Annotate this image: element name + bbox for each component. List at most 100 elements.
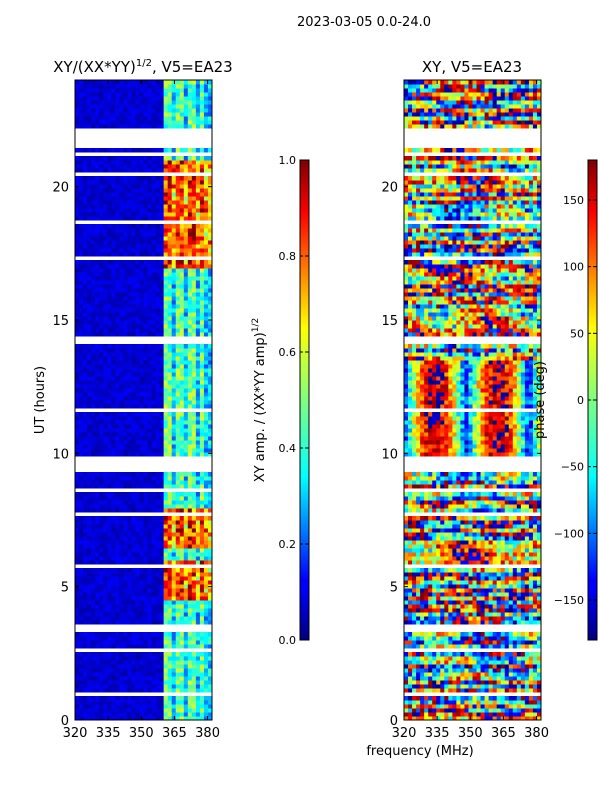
amplitude-heatmap-cell [195, 296, 201, 301]
amplitude-heatmap-cell [163, 432, 169, 437]
amplitude-heatmap-cell [155, 536, 161, 541]
amplitude-heatmap-cell [191, 284, 197, 289]
amplitude-heatmap-cell [175, 412, 181, 417]
amplitude-heatmap-cell [103, 528, 108, 533]
amplitude-heatmap-cell [119, 80, 124, 85]
amplitude-heatmap-cell [91, 660, 96, 665]
amplitude-heatmap-cell [195, 228, 201, 233]
phase-heatmap-cell [520, 712, 526, 717]
amplitude-heatmap-cell [191, 540, 197, 545]
amplitude-heatmap-cell [171, 536, 177, 541]
amplitude-heatmap-cell [183, 640, 189, 645]
amplitude-heatmap-cell [87, 668, 92, 673]
amplitude-heatmap-cell [203, 556, 209, 561]
amplitude-heatmap-cell [107, 276, 112, 281]
amplitude-heatmap-cell [143, 516, 149, 521]
amplitude-heatmap-cell [159, 400, 165, 405]
amplitude-heatmap-cell [75, 600, 80, 605]
amplitude-heatmap-cell [183, 548, 189, 553]
amplitude-heatmap-cell [95, 636, 100, 641]
amplitude-heatmap-cell [119, 452, 124, 457]
amplitude-heatmap-cell [155, 344, 161, 349]
amplitude-heatmap-cell [139, 524, 144, 529]
amplitude-heatmap-cell [155, 264, 161, 269]
amplitude-heatmap-cell [95, 568, 100, 573]
amplitude-heatmap-cell [79, 416, 84, 421]
amplitude-heatmap-cell [119, 652, 124, 657]
amplitude-heatmap-cell [75, 540, 80, 545]
amplitude-heatmap-cell [83, 296, 88, 301]
phase-heatmap-cell [484, 708, 490, 713]
phase-heatmap-cell [520, 716, 526, 721]
amplitude-heatmap-cell [99, 288, 104, 293]
amplitude-heatmap-cell [163, 412, 169, 417]
amplitude-heatmap-cell [135, 280, 140, 285]
amplitude-heatmap-cell [131, 168, 136, 173]
amplitude-heatmap-cell [147, 412, 153, 417]
amplitude-heatmap-cell [123, 680, 128, 685]
amplitude-heatmap-cell [175, 440, 181, 445]
amplitude-heatmap-cell [131, 264, 136, 269]
amplitude-heatmap-cell [195, 572, 201, 577]
amplitude-heatmap-cell [199, 616, 205, 621]
amplitude-heatmap-cell [83, 196, 88, 201]
amplitude-heatmap-cell [179, 608, 185, 613]
amplitude-heatmap-cell [79, 164, 84, 169]
amplitude-heatmap-cell [187, 300, 193, 305]
amplitude-heatmap-cell [163, 660, 169, 665]
phase-heatmap-cell [456, 700, 461, 705]
amplitude-heatmap-cell [207, 148, 213, 153]
amplitude-heatmap-cell [195, 528, 201, 533]
amplitude-heatmap-cell [195, 516, 201, 521]
amplitude-heatmap-cell [143, 380, 149, 385]
phase-heatmap-cell [532, 684, 538, 689]
amplitude-heatmap-cell [119, 244, 124, 249]
amplitude-heatmap-cell [111, 656, 116, 661]
amplitude-heatmap-cell [139, 112, 144, 117]
amplitude-heatmap-cell [179, 348, 185, 353]
amplitude-heatmap-cell [167, 168, 173, 173]
phase-heatmap-cell [484, 688, 490, 693]
amplitude-heatmap-cell [83, 452, 88, 457]
amplitude-heatmap-cell [131, 688, 136, 693]
amplitude-heatmap-cell [151, 308, 157, 313]
amplitude-heatmap-cell [107, 544, 112, 549]
amplitude-heatmap-cell [99, 420, 104, 425]
amplitude-heatmap-cell [167, 664, 173, 669]
amplitude-heatmap-cell [79, 104, 84, 109]
amplitude-heatmap-cell [123, 384, 128, 389]
amplitude-heatmap-cell [187, 264, 193, 269]
amplitude-heatmap-cell [99, 424, 104, 429]
amplitude-heatmap-cell [119, 380, 124, 385]
amplitude-heatmap-cell [143, 96, 149, 101]
amplitude-heatmap-cell [99, 708, 104, 713]
amplitude-heatmap-cell [135, 436, 140, 441]
amplitude-heatmap-cell [191, 528, 197, 533]
amplitude-heatmap-cell [87, 540, 92, 545]
amplitude-heatmap-cell [179, 416, 185, 421]
amplitude-heatmap-cell [159, 632, 165, 637]
amplitude-heatmap-cell [147, 352, 153, 357]
amplitude-heatmap-cell [107, 700, 112, 705]
amplitude-heatmap-cell [207, 204, 213, 209]
amplitude-heatmap-cell [155, 360, 161, 365]
amplitude-heatmap-cell [127, 684, 132, 689]
amplitude-heatmap-cell [123, 472, 128, 477]
amplitude-heatmap-cell [147, 280, 153, 285]
amplitude-heatmap-cell [123, 92, 128, 97]
amplitude-heatmap-cell [115, 684, 120, 689]
amplitude-heatmap-cell [115, 108, 120, 113]
amplitude-heatmap-cell [131, 568, 136, 573]
amplitude-heatmap-cell [207, 228, 213, 233]
amplitude-heatmap-cell [83, 712, 88, 717]
amplitude-heatmap-cell [163, 204, 169, 209]
amplitude-heatmap-cell [171, 300, 177, 305]
amplitude-heatmap-cell [183, 552, 189, 557]
phase-heatmap-cell [444, 684, 449, 689]
amplitude-heatmap-cell [203, 236, 209, 241]
amplitude-heatmap-cell [79, 148, 84, 153]
amplitude-heatmap-cell [83, 320, 88, 325]
amplitude-heatmap-cell [107, 216, 112, 221]
amplitude-heatmap-cell [75, 276, 80, 281]
amplitude-heatmap-cell [187, 240, 193, 245]
